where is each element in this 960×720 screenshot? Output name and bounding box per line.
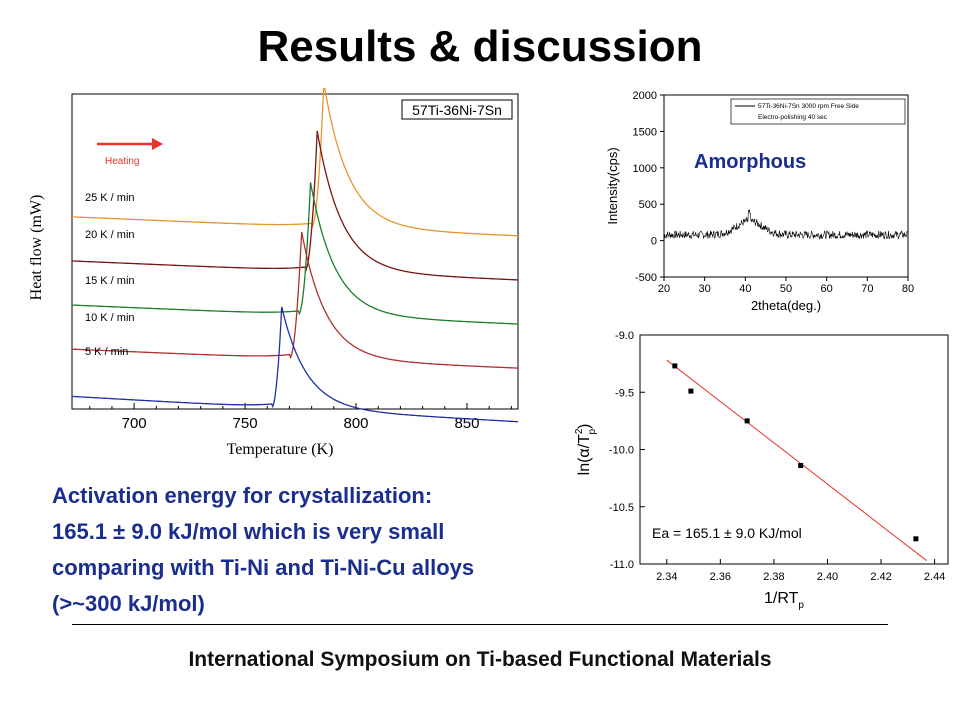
heating-label: Heating <box>105 156 139 167</box>
legend-box: 57Ti-36Ni-7Sn <box>401 99 513 120</box>
y-tick-label: 1000 <box>633 163 657 175</box>
x-tick-label: 800 <box>344 415 369 432</box>
x-tick-label: 80 <box>902 283 914 295</box>
x-tick-label: 2.36 <box>710 571 731 583</box>
series-label: 20 K / min <box>85 229 135 241</box>
slide-title: Results & discussion <box>257 22 703 71</box>
dsc-curve <box>71 182 518 325</box>
data-point <box>688 388 694 394</box>
x-tick-label: 30 <box>699 283 711 295</box>
xrd-chart: 20 30 40 50 60 70 80 -500 0 500 1000 1500 2000 2theta… <box>605 90 914 313</box>
x-tick-label: 2.38 <box>763 571 784 583</box>
dsc-curve <box>71 88 519 237</box>
amorphous-label: Amorphous <box>694 151 806 173</box>
legend-frame <box>730 98 906 125</box>
x-tick-label: 2.40 <box>817 571 838 583</box>
dsc-curve <box>71 231 518 369</box>
x-axis-label: 2theta(deg.) <box>751 298 821 313</box>
x-axis-label-main: 1/RT <box>764 590 799 607</box>
y-axis-label: Heat flow (mW) <box>28 195 45 301</box>
y-tick-label: -11.0 <box>610 559 634 571</box>
x-tick-label: 700 <box>122 415 147 432</box>
body-line: Activation energy for crystallization: <box>52 483 433 508</box>
y-tick-label: 1500 <box>633 126 657 138</box>
y-tick-label: -10.0 <box>609 445 634 457</box>
body-line: 165.1 ± 9.0 kJ/mol which is very small <box>52 519 445 544</box>
y-axis-label: ln(α/T2 p) <box>574 424 598 476</box>
y-tick-label: 2000 <box>633 90 657 102</box>
series-label: 15 K / min <box>85 275 135 287</box>
footer-divider <box>72 624 888 625</box>
y-tick-label: -9.0 <box>615 330 634 342</box>
y-tick-label: -500 <box>635 272 657 284</box>
x-tick-label: 2.44 <box>924 571 945 583</box>
y-axis-label-sup: 2 <box>574 428 585 434</box>
data-point <box>798 463 804 469</box>
series-label: 25 K / min <box>85 192 135 204</box>
y-tick-label: 500 <box>639 199 657 211</box>
plot-frame <box>71 93 519 410</box>
activation-energy-label: Ea = 165.1 ± 9.0 KJ/mol <box>652 525 802 541</box>
series-label: 5 K / min <box>85 346 128 358</box>
series-label: 10 K / min <box>85 312 135 324</box>
x-tick-label: 40 <box>739 283 751 295</box>
data-point <box>672 363 678 369</box>
y-tick-label: -10.5 <box>609 502 634 514</box>
x-tick-label: 2.34 <box>656 571 677 583</box>
dsc-curve <box>71 130 518 281</box>
body-line: (>~300 kJ/mol) <box>52 591 205 616</box>
legend-entry: 57Ti-36Ni-7Sn 3000 rpm Free Side <box>758 103 859 110</box>
y-tick-label: 0 <box>651 236 657 248</box>
y-axis-label-main: ln(α/T <box>576 434 593 475</box>
x-tick-label: 60 <box>821 283 833 295</box>
x-axis-label: Temperature (K) <box>227 441 334 458</box>
kissinger-chart: 2.34 2.36 2.38 2.40 2.42 2.44 -11.0 -10.5 -10.0 -… <box>574 330 949 611</box>
body-line: comparing with Ti-Ni and Ti-Ni-Cu alloys <box>52 555 475 580</box>
dsc-curve <box>71 306 518 423</box>
y-axis-label-close: ) <box>576 424 593 429</box>
legend-text: 57Ti-36Ni-7Sn <box>412 102 502 118</box>
x-axis-label-sub: p <box>798 600 804 611</box>
data-point <box>744 418 750 424</box>
x-tick-label: 850 <box>454 415 479 432</box>
legend-entry: Electro-polishing 40 sec <box>758 114 828 121</box>
x-tick-label: 70 <box>861 283 873 295</box>
x-axis-label: 1/RTp <box>764 590 804 611</box>
right-arrow-icon <box>97 138 163 150</box>
x-tick-label: 50 <box>780 283 792 295</box>
y-axis-label-sub: p <box>587 429 598 435</box>
y-axis-label: Intensity(cps) <box>605 147 620 224</box>
x-tick-label: 2.42 <box>870 571 891 583</box>
dsc-chart: 700 750 800 850 Temperature (K) Heat flow (mW… <box>28 88 519 458</box>
y-tick-label: -9.5 <box>615 387 634 399</box>
activation-energy-text: Activation energy for crystallization: 1… <box>52 478 474 622</box>
legend-frame <box>401 99 513 120</box>
fit-line <box>666 359 927 561</box>
footer-text: International Symposium on Ti-based Func… <box>188 648 772 671</box>
data-point <box>913 536 919 542</box>
x-tick-label: 750 <box>233 415 258 432</box>
xrd-pattern <box>663 209 908 240</box>
x-tick-label: 20 <box>658 283 670 295</box>
arrow-head <box>152 138 163 150</box>
